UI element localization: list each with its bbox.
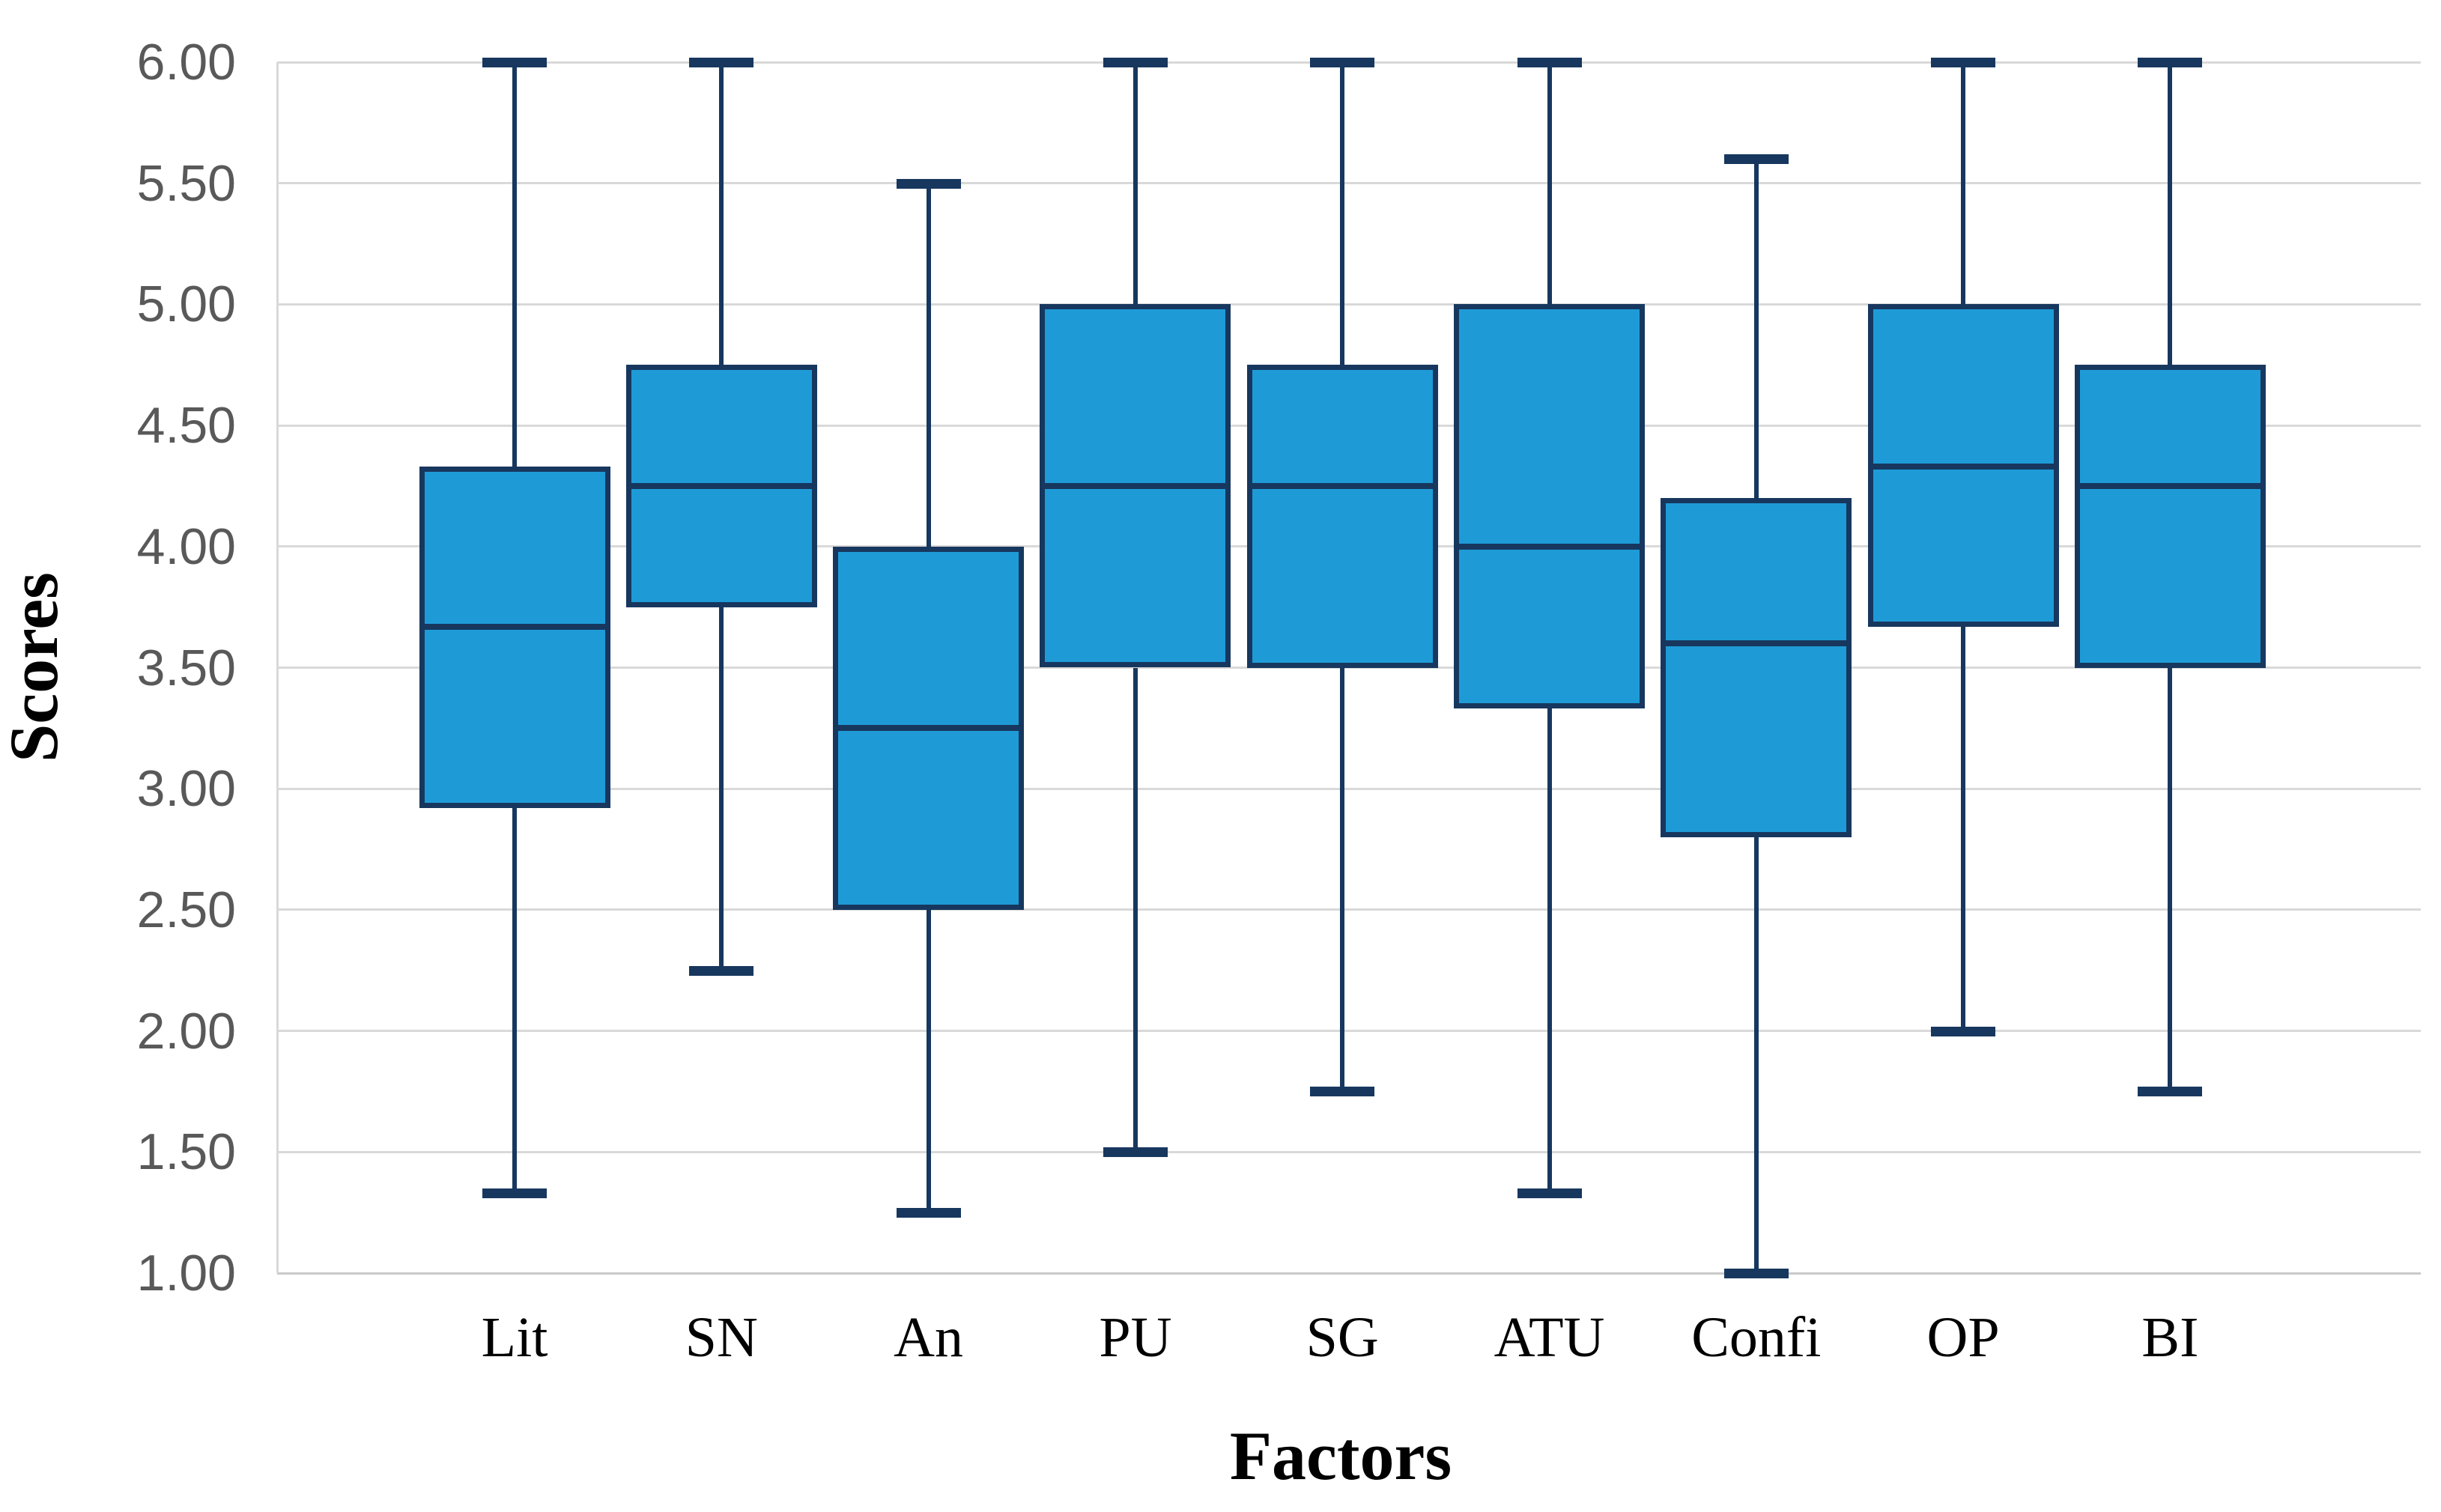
x-tick-label-pu: PU — [1099, 1306, 1172, 1369]
median-line-bi — [2074, 482, 2266, 489]
gridline-2.50 — [277, 908, 2421, 911]
median-line-confi — [1661, 640, 1852, 647]
upper-whisker-sg — [1340, 62, 1345, 365]
lower-whisker-cap-sg — [1310, 1087, 1375, 1097]
x-tick-label-sn: SN — [685, 1306, 758, 1369]
gridline-1.50 — [277, 1150, 2421, 1153]
upper-whisker-op — [1961, 62, 1966, 305]
gridline-1.00 — [277, 1272, 2421, 1275]
lower-whisker-atu — [1547, 708, 1552, 1194]
median-line-atu — [1454, 543, 1645, 550]
lower-whisker-confi — [1753, 837, 1759, 1273]
x-tick-label-atu: ATU — [1494, 1306, 1605, 1369]
upper-whisker-atu — [1547, 62, 1552, 305]
y-tick-label-1.00: 1.00 — [136, 1245, 236, 1302]
upper-whisker-sn — [719, 62, 724, 365]
x-tick-label-confi: Confi — [1691, 1306, 1822, 1369]
upper-whisker-cap-op — [1931, 58, 1996, 67]
lower-whisker-an — [926, 909, 931, 1213]
box-bi — [2074, 365, 2266, 668]
lower-whisker-bi — [2168, 667, 2173, 1092]
upper-whisker-cap-sn — [689, 58, 754, 67]
y-tick-label-5.00: 5.00 — [136, 276, 236, 333]
upper-whisker-cap-pu — [1103, 58, 1168, 67]
lower-whisker-cap-an — [896, 1208, 961, 1218]
lower-whisker-cap-bi — [2138, 1087, 2203, 1097]
y-tick-label-1.50: 1.50 — [136, 1123, 236, 1181]
lower-whisker-cap-atu — [1517, 1188, 1582, 1199]
upper-whisker-cap-bi — [2138, 58, 2203, 67]
upper-whisker-cap-confi — [1723, 154, 1789, 165]
gridline-3.00 — [277, 787, 2421, 790]
x-tick-label-lit: Lit — [481, 1306, 548, 1369]
lower-whisker-cap-confi — [1723, 1269, 1789, 1278]
median-line-op — [1867, 464, 2059, 470]
x-axis-title: Factors — [1229, 1418, 1452, 1494]
median-line-sg — [1246, 482, 1438, 489]
gridline-3.50 — [277, 667, 2421, 669]
lower-whisker-op — [1961, 626, 1966, 1031]
y-tick-label-4.00: 4.00 — [136, 517, 236, 575]
y-tick-label-5.50: 5.50 — [136, 154, 236, 212]
upper-whisker-lit — [512, 62, 517, 467]
box-sg — [1246, 365, 1438, 668]
upper-whisker-an — [926, 183, 931, 547]
lower-whisker-cap-pu — [1103, 1147, 1168, 1158]
y-tick-label-6.00: 6.00 — [136, 34, 236, 91]
upper-whisker-cap-sg — [1310, 58, 1375, 67]
gridline-5.00 — [277, 303, 2421, 306]
median-line-an — [833, 725, 1025, 732]
lower-whisker-sn — [719, 607, 724, 971]
gridline-2.00 — [277, 1030, 2421, 1033]
lower-whisker-cap-op — [1931, 1026, 1996, 1036]
upper-whisker-cap-lit — [482, 58, 547, 67]
x-tick-label-an: An — [894, 1306, 964, 1369]
x-tick-label-sg: SG — [1306, 1306, 1379, 1369]
lower-whisker-cap-lit — [482, 1188, 547, 1199]
upper-whisker-cap-atu — [1517, 58, 1582, 67]
median-line-lit — [419, 623, 610, 630]
upper-whisker-pu — [1132, 62, 1138, 305]
x-tick-label-op: OP — [1926, 1306, 2000, 1369]
lower-whisker-lit — [512, 808, 517, 1194]
y-tick-label-2.50: 2.50 — [136, 881, 236, 938]
median-line-pu — [1040, 482, 1231, 489]
median-line-sn — [625, 482, 817, 489]
y-tick-label-4.50: 4.50 — [136, 397, 236, 455]
box-lit — [419, 467, 610, 809]
gridline-5.50 — [277, 182, 2421, 185]
y-tick-label-2.00: 2.00 — [136, 1002, 236, 1060]
upper-whisker-bi — [2168, 62, 2173, 365]
upper-whisker-cap-an — [896, 178, 961, 189]
box-confi — [1661, 498, 1852, 837]
box-atu — [1454, 304, 1645, 709]
lower-whisker-sg — [1340, 667, 1345, 1092]
lower-whisker-pu — [1132, 667, 1138, 1153]
y-tick-label-3.00: 3.00 — [136, 760, 236, 818]
y-axis-line — [276, 62, 279, 1273]
lower-whisker-cap-sn — [689, 965, 754, 976]
y-tick-label-3.50: 3.50 — [136, 639, 236, 696]
x-tick-label-bi: BI — [2141, 1306, 2199, 1369]
upper-whisker-confi — [1753, 159, 1759, 499]
